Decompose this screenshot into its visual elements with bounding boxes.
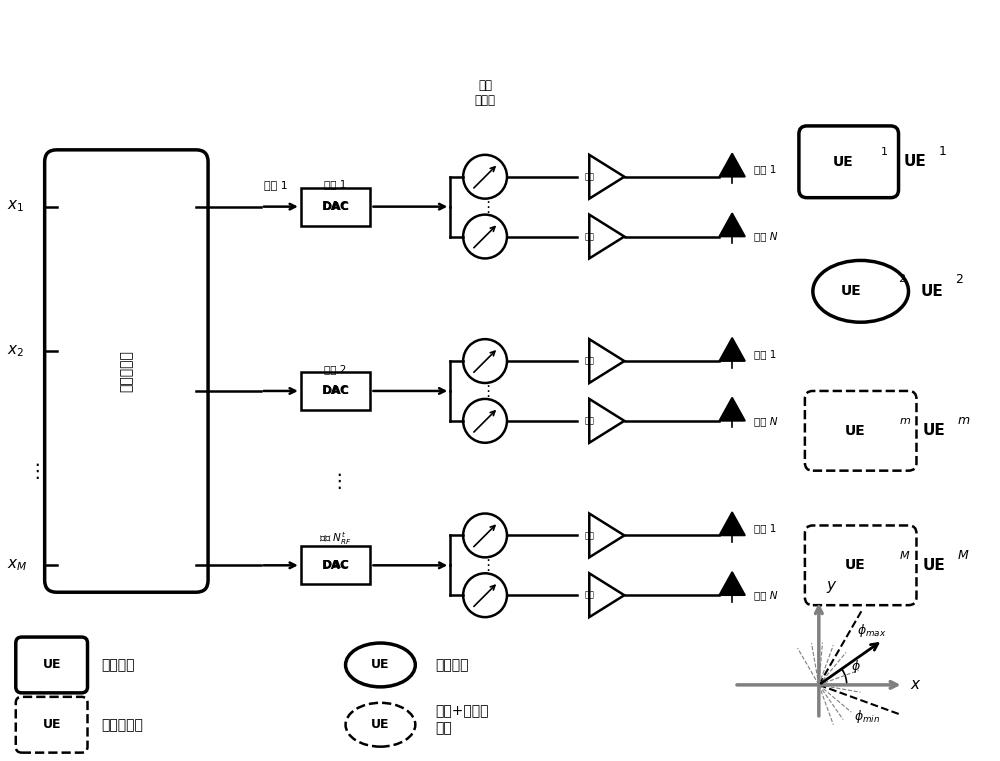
Text: UE: UE <box>371 718 390 731</box>
Circle shape <box>463 339 507 383</box>
Text: UE: UE <box>840 285 861 298</box>
Polygon shape <box>719 338 745 361</box>
Text: 天线 N: 天线 N <box>754 416 778 426</box>
Text: $x_M$: $x_M$ <box>7 558 27 573</box>
Text: 天线 N: 天线 N <box>754 231 778 241</box>
Text: UE: UE <box>371 658 390 671</box>
Ellipse shape <box>813 260 909 322</box>
Text: $x$: $x$ <box>910 677 922 693</box>
Polygon shape <box>589 399 624 443</box>
FancyBboxPatch shape <box>16 697 88 753</box>
Polygon shape <box>589 339 624 383</box>
Text: 天线 1: 天线 1 <box>754 524 776 533</box>
Circle shape <box>463 154 507 199</box>
FancyBboxPatch shape <box>45 150 208 592</box>
Text: 天线 1: 天线 1 <box>754 349 776 359</box>
Text: DAC: DAC <box>323 202 349 212</box>
FancyBboxPatch shape <box>301 188 370 225</box>
Text: 相控: 相控 <box>585 357 595 365</box>
Text: DAC: DAC <box>323 386 349 396</box>
Text: DAC: DAC <box>323 560 349 570</box>
Text: $\phi_{max}$: $\phi_{max}$ <box>857 622 886 638</box>
Text: 1: 1 <box>938 145 946 158</box>
FancyBboxPatch shape <box>799 126 899 198</box>
Polygon shape <box>589 215 624 259</box>
Text: UE: UE <box>920 284 943 299</box>
Text: $\vdots$: $\vdots$ <box>480 383 490 399</box>
Text: UE: UE <box>922 423 945 438</box>
Text: UE: UE <box>832 154 853 169</box>
Circle shape <box>463 399 507 443</box>
Text: $\phi$: $\phi$ <box>851 658 861 676</box>
Text: 相控: 相控 <box>585 232 595 241</box>
Text: UE: UE <box>922 558 945 573</box>
Ellipse shape <box>346 643 415 687</box>
Text: $y$: $y$ <box>826 579 837 595</box>
Text: UE: UE <box>42 658 61 671</box>
FancyBboxPatch shape <box>301 546 370 584</box>
Text: $\vdots$: $\vdots$ <box>329 470 342 491</box>
Text: 天线 N: 天线 N <box>754 591 778 600</box>
Polygon shape <box>719 213 745 237</box>
Text: 静态用户: 静态用户 <box>101 658 135 672</box>
Text: DAC: DAC <box>322 384 349 397</box>
Text: DAC: DAC <box>322 200 349 213</box>
Text: UE: UE <box>904 154 926 169</box>
Circle shape <box>463 573 507 617</box>
Text: $x_1$: $x_1$ <box>7 199 24 215</box>
Text: 被阻挡用户: 被阻挡用户 <box>101 718 143 732</box>
Text: 天线 1: 天线 1 <box>754 164 776 174</box>
Text: $x_2$: $x_2$ <box>7 343 24 359</box>
Text: 运动用户: 运动用户 <box>435 658 469 672</box>
Polygon shape <box>589 514 624 557</box>
Text: $\vdots$: $\vdots$ <box>480 557 490 573</box>
Text: 射频 1: 射频 1 <box>324 179 347 189</box>
Text: 相控: 相控 <box>585 591 595 600</box>
Text: UE: UE <box>844 559 865 572</box>
Polygon shape <box>589 154 624 199</box>
Text: $m$: $m$ <box>957 414 971 428</box>
Text: UE: UE <box>42 718 61 731</box>
Text: 1: 1 <box>881 147 888 157</box>
Text: UE: UE <box>844 424 865 438</box>
Text: DAC: DAC <box>322 559 349 572</box>
Polygon shape <box>719 397 745 421</box>
Ellipse shape <box>346 703 415 747</box>
Text: $M$: $M$ <box>899 549 910 562</box>
Polygon shape <box>589 573 624 617</box>
Circle shape <box>463 514 507 557</box>
Text: $M$: $M$ <box>957 549 970 562</box>
FancyBboxPatch shape <box>805 391 916 470</box>
Text: 相控: 相控 <box>585 172 595 181</box>
FancyBboxPatch shape <box>16 637 88 693</box>
Text: 2: 2 <box>899 275 906 285</box>
Text: 模拟
预编码: 模拟 预编码 <box>475 79 496 107</box>
Polygon shape <box>719 154 745 177</box>
FancyBboxPatch shape <box>805 525 916 605</box>
Polygon shape <box>719 512 745 536</box>
Text: 运动+被阻挡
用户: 运动+被阻挡 用户 <box>435 705 489 735</box>
Text: 基带预编码: 基带预编码 <box>119 350 133 392</box>
Text: 射频 2: 射频 2 <box>324 364 347 374</box>
Text: $\vdots$: $\vdots$ <box>27 460 39 481</box>
Circle shape <box>463 215 507 259</box>
Text: $\vdots$: $\vdots$ <box>480 199 490 215</box>
Text: 相控: 相控 <box>585 531 595 540</box>
Text: 射频 1: 射频 1 <box>264 180 288 189</box>
Text: 相控: 相控 <box>585 416 595 425</box>
Text: $\phi_{min}$: $\phi_{min}$ <box>854 708 880 725</box>
Text: 2: 2 <box>955 273 963 286</box>
Text: $m$: $m$ <box>899 416 911 426</box>
Polygon shape <box>719 572 745 595</box>
FancyBboxPatch shape <box>301 372 370 410</box>
Text: 射频 $N_{RF}^t$: 射频 $N_{RF}^t$ <box>319 530 352 547</box>
